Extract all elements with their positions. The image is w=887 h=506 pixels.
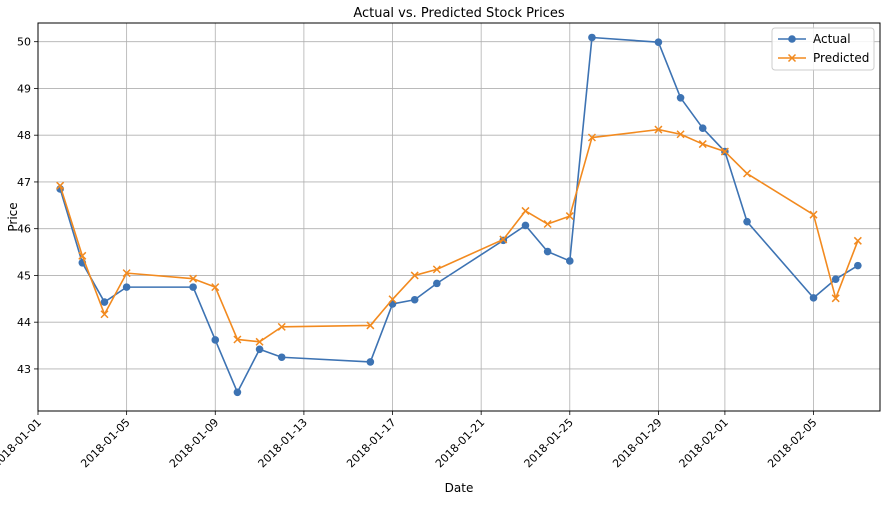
data-point-actual: [211, 336, 220, 344]
data-point-predicted: [233, 335, 242, 344]
x-axis: 2018-01-01 2018-01-05 2018-01-09 2018-01-13…: [0, 411, 820, 470]
data-point-predicted: [698, 140, 707, 149]
data-point-actual: [255, 345, 264, 354]
x-tick-label: 2018-01-09: [167, 416, 221, 470]
y-axis-label: Price: [6, 202, 20, 231]
data-point-predicted: [831, 294, 840, 303]
data-point-predicted: [255, 337, 264, 346]
data-point-predicted: [499, 235, 508, 244]
x-axis-label: Date: [445, 481, 474, 495]
data-point-actual: [189, 283, 197, 291]
data-point-actual: [809, 294, 818, 302]
x-tick-label: 2018-01-17: [344, 416, 398, 470]
data-point-actual: [654, 38, 663, 46]
series-line-actual: [59, 36, 859, 394]
legend-marker-predicted: [787, 53, 797, 63]
data-point-actual: [410, 295, 419, 304]
data-point-actual: [565, 257, 574, 265]
grid: [37, 23, 880, 411]
data-point-predicted: [122, 269, 131, 278]
data-point-predicted: [720, 147, 729, 156]
x-tick-label: 2018-01-25: [522, 416, 576, 470]
legend-label-predicted: Predicted: [813, 51, 869, 65]
data-point-actual: [277, 353, 286, 362]
y-tick-label: 47: [17, 176, 31, 189]
data-point-actual: [698, 124, 707, 132]
legend-marker-actual: [788, 35, 796, 43]
data-point-predicted: [56, 181, 65, 190]
data-point-predicted: [565, 212, 574, 221]
data-point-predicted: [189, 274, 198, 283]
series-predicted: [56, 125, 862, 346]
data-point-actual: [743, 217, 751, 226]
data-point-predicted: [853, 236, 862, 245]
data-point-actual: [433, 279, 441, 288]
x-tick-label: 2018-02-05: [765, 416, 819, 470]
data-point-predicted: [410, 271, 419, 280]
x-tick-label: 2018-01-29: [610, 416, 664, 470]
plot-frame: [37, 22, 881, 412]
y-tick-label: 44: [17, 316, 31, 329]
data-point-predicted: [676, 130, 685, 139]
data-point-predicted: [100, 310, 109, 319]
data-point-predicted: [587, 133, 596, 142]
data-point-actual: [521, 221, 530, 230]
data-point-actual: [122, 283, 131, 291]
data-point-actual: [100, 298, 109, 306]
x-tick-label: 2018-01-21: [433, 416, 487, 470]
y-axis: 43 44 45 46 47 48 49 50: [17, 36, 38, 376]
legend: Actual Predicted: [771, 27, 875, 71]
x-tick-label: 2018-02-01: [677, 416, 731, 470]
y-tick-label: 46: [17, 223, 31, 236]
y-tick-label: 48: [17, 129, 31, 142]
series-line-predicted: [59, 128, 859, 343]
data-point-predicted: [211, 283, 220, 292]
x-tick-label: 2018-01-01: [0, 416, 44, 470]
data-point-actual: [233, 388, 242, 397]
y-tick-label: 45: [17, 269, 31, 282]
data-point-actual: [676, 93, 685, 102]
data-point-actual: [543, 247, 552, 256]
data-point-predicted: [654, 125, 663, 134]
series-layer: [56, 33, 862, 397]
data-point-predicted: [366, 321, 375, 330]
data-point-predicted: [743, 169, 752, 178]
x-tick-label: 2018-01-13: [256, 416, 310, 470]
legend-label-actual: Actual: [813, 32, 851, 46]
data-point-predicted: [277, 322, 286, 331]
data-point-predicted: [809, 210, 818, 219]
data-point-actual: [366, 358, 375, 366]
y-tick-label: 43: [17, 363, 31, 376]
y-tick-label: 49: [17, 82, 31, 95]
chart-title: Actual vs. Predicted Stock Prices: [353, 6, 565, 21]
data-point-actual: [588, 33, 596, 42]
x-tick-label: 2018-01-05: [78, 416, 132, 470]
data-point-predicted: [543, 219, 552, 229]
data-point-predicted: [432, 265, 441, 274]
data-point-actual: [831, 275, 840, 283]
data-point-predicted: [521, 206, 530, 215]
data-point-actual: [854, 261, 862, 270]
y-tick-label: 50: [17, 36, 31, 49]
data-point-predicted: [388, 295, 397, 304]
data-point-predicted: [78, 251, 87, 260]
